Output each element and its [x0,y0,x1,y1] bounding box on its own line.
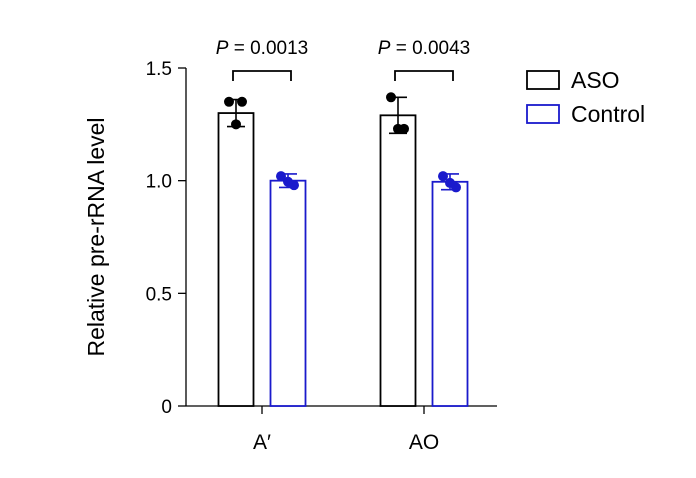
x-tick-label: A′ [253,431,271,454]
data-point [438,171,448,182]
legend-label: ASO [571,67,620,93]
p-value-label: P = 0.0043 [378,38,470,59]
bar-1-0 [269,179,307,407]
data-point [283,176,293,187]
y-axis-label: Relative pre-rRNA level [83,117,109,356]
p-value-label: P = 0.0013 [216,38,308,59]
data-point [393,123,403,134]
y-tick-label: 1.5 [146,59,172,80]
p-value: = 0.0013 [228,38,308,59]
data-point [386,92,396,103]
data-point [445,177,455,188]
bar-0-1 [379,114,417,407]
significance-bracket [232,70,292,81]
data-point [237,96,247,107]
data-point [276,171,286,182]
significance-annotations: P = 0.0013 P = 0.0043 [216,38,470,81]
legend-label: Control [571,101,645,127]
p-value: = 0.0043 [390,38,470,59]
bars [217,92,469,407]
axes: 0 0.5 1.0 1.5 A′ AO Relative pre-rRNA level [83,59,497,454]
data-point [224,96,234,107]
x-ticks: A′ AO [253,406,439,454]
p-symbol: P [378,38,391,59]
significance-bracket [394,70,454,81]
y-tick-label: 0 [161,397,172,418]
x-tick-label: AO [409,431,439,454]
bar-0-0 [217,112,255,407]
legend-swatch [526,104,560,124]
y-tick-label: 0.5 [146,284,172,305]
bar-1-1 [431,180,469,407]
data-point [231,119,241,130]
y-ticks: 0 0.5 1.0 1.5 [146,59,186,418]
legend-swatch [526,70,560,90]
y-tick-label: 1.0 [146,172,172,193]
legend: ASO Control [526,67,645,127]
p-symbol: P [216,38,229,59]
